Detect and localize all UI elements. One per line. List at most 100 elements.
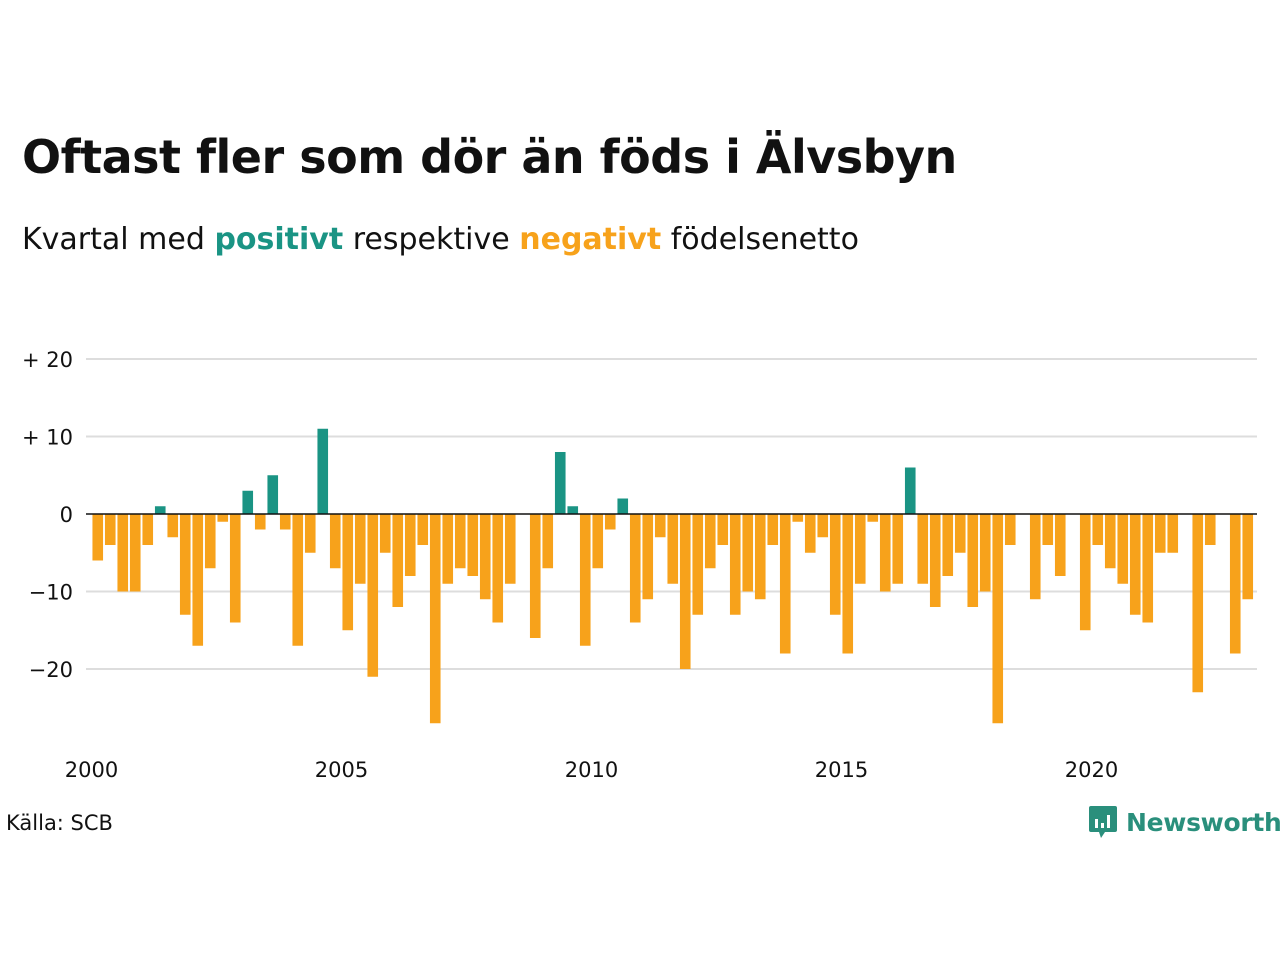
subtitle-positive-label: positivt (214, 222, 344, 257)
bar-negative (342, 514, 354, 631)
newsworthy-logo-text: Newsworthy (1126, 807, 1280, 837)
bar-negative (1004, 514, 1016, 545)
x-tick-label: 2000 (65, 758, 118, 782)
y-tick-label: 0 (60, 503, 73, 527)
bar-negative (92, 514, 104, 561)
newsworthy-logo[interactable]: Newsworthy (1088, 804, 1280, 840)
bar-negative (692, 514, 704, 615)
bar-negative (179, 514, 191, 615)
bar-negative (1117, 514, 1129, 584)
bar-negative (829, 514, 841, 615)
bar-negative (954, 514, 966, 553)
bar-negative (329, 514, 341, 569)
bar-positive (567, 506, 579, 514)
chart-title: Oftast fler som dör än föds i Älvsbyn (22, 130, 957, 184)
x-tick-label: 2010 (565, 758, 618, 782)
bar-positive (242, 490, 254, 514)
bar-negative (1129, 514, 1141, 615)
bar-negative (604, 514, 616, 530)
bar-negative (867, 514, 879, 522)
gridlines (86, 358, 1257, 670)
bar-negative (817, 514, 829, 538)
bar-negative (192, 514, 204, 646)
bar-negative (742, 514, 754, 592)
bar-negative (779, 514, 791, 654)
bar-negative (1079, 514, 1091, 631)
x-tick-label: 2005 (315, 758, 368, 782)
bar-negative (642, 514, 654, 600)
bar-negative (492, 514, 504, 623)
bar-negative (854, 514, 866, 584)
bar-positive (904, 467, 916, 514)
bar-negative (717, 514, 729, 545)
bar-negative (129, 514, 141, 592)
subtitle-suffix: födelsenetto (670, 222, 859, 257)
bar-negative (292, 514, 304, 646)
bar-negative (1167, 514, 1179, 553)
bar-negative (679, 514, 691, 669)
bar-negative (979, 514, 991, 592)
x-tick-label: 2020 (1065, 758, 1118, 782)
bar-negative (404, 514, 416, 576)
bar-positive (317, 428, 329, 514)
subtitle-middle: respektive (352, 222, 510, 257)
bar-negative (392, 514, 404, 607)
chart-subtitle: Kvartal med positivt respektive negativt… (22, 222, 859, 257)
bar-negative (142, 514, 154, 545)
bar-negative (529, 514, 541, 638)
bar-negative (667, 514, 679, 584)
bar-negative (542, 514, 554, 569)
bar-negative (792, 514, 804, 522)
bar-negative (892, 514, 904, 584)
bar-negative (254, 514, 266, 530)
bar-negative (992, 514, 1004, 724)
bar-positive (617, 498, 629, 514)
bar-negative (204, 514, 216, 569)
bar-negative (454, 514, 466, 569)
bar-negative (1192, 514, 1204, 693)
bar-negative (767, 514, 779, 545)
bar-negative (654, 514, 666, 538)
bar-negative (879, 514, 891, 592)
bar-negative (229, 514, 241, 623)
bar-negative (1054, 514, 1066, 576)
bar-negative (104, 514, 116, 545)
bar-negative (354, 514, 366, 584)
bar-positive (154, 506, 166, 514)
y-tick-label: −20 (29, 658, 73, 682)
bar-negative (592, 514, 604, 569)
bar-negative (967, 514, 979, 607)
y-tick-label: + 20 (22, 348, 73, 372)
newsworthy-logo-icon (1089, 806, 1117, 838)
bar-negative (1242, 514, 1254, 600)
bar-negative (117, 514, 129, 592)
bar-negative (367, 514, 379, 677)
bar-negative (217, 514, 229, 522)
bar-negative (279, 514, 291, 530)
bar-positive (267, 475, 279, 514)
bar-negative (467, 514, 479, 576)
bar-negative (1029, 514, 1041, 600)
bar-negative (629, 514, 641, 623)
bar-negative (442, 514, 454, 584)
bar-negative (942, 514, 954, 576)
bar-negative (929, 514, 941, 607)
subtitle-negative-label: negativt (519, 222, 662, 257)
bar-positive (554, 452, 566, 514)
bar-negative (704, 514, 716, 569)
x-tick-label: 2015 (815, 758, 868, 782)
y-tick-label: + 10 (22, 426, 73, 450)
bar-negative (1142, 514, 1154, 623)
source-label: Källa: SCB (6, 811, 113, 835)
bar-negative (842, 514, 854, 654)
bar-negative (754, 514, 766, 600)
bar-negative (167, 514, 179, 538)
bar-negative (504, 514, 516, 584)
bar-negative (1042, 514, 1054, 545)
bar-negative (417, 514, 429, 545)
bar-negative (479, 514, 491, 600)
bar-negative (1104, 514, 1116, 569)
bar-negative (729, 514, 741, 615)
subtitle-prefix: Kvartal med (22, 222, 205, 257)
bar-negative (304, 514, 316, 553)
